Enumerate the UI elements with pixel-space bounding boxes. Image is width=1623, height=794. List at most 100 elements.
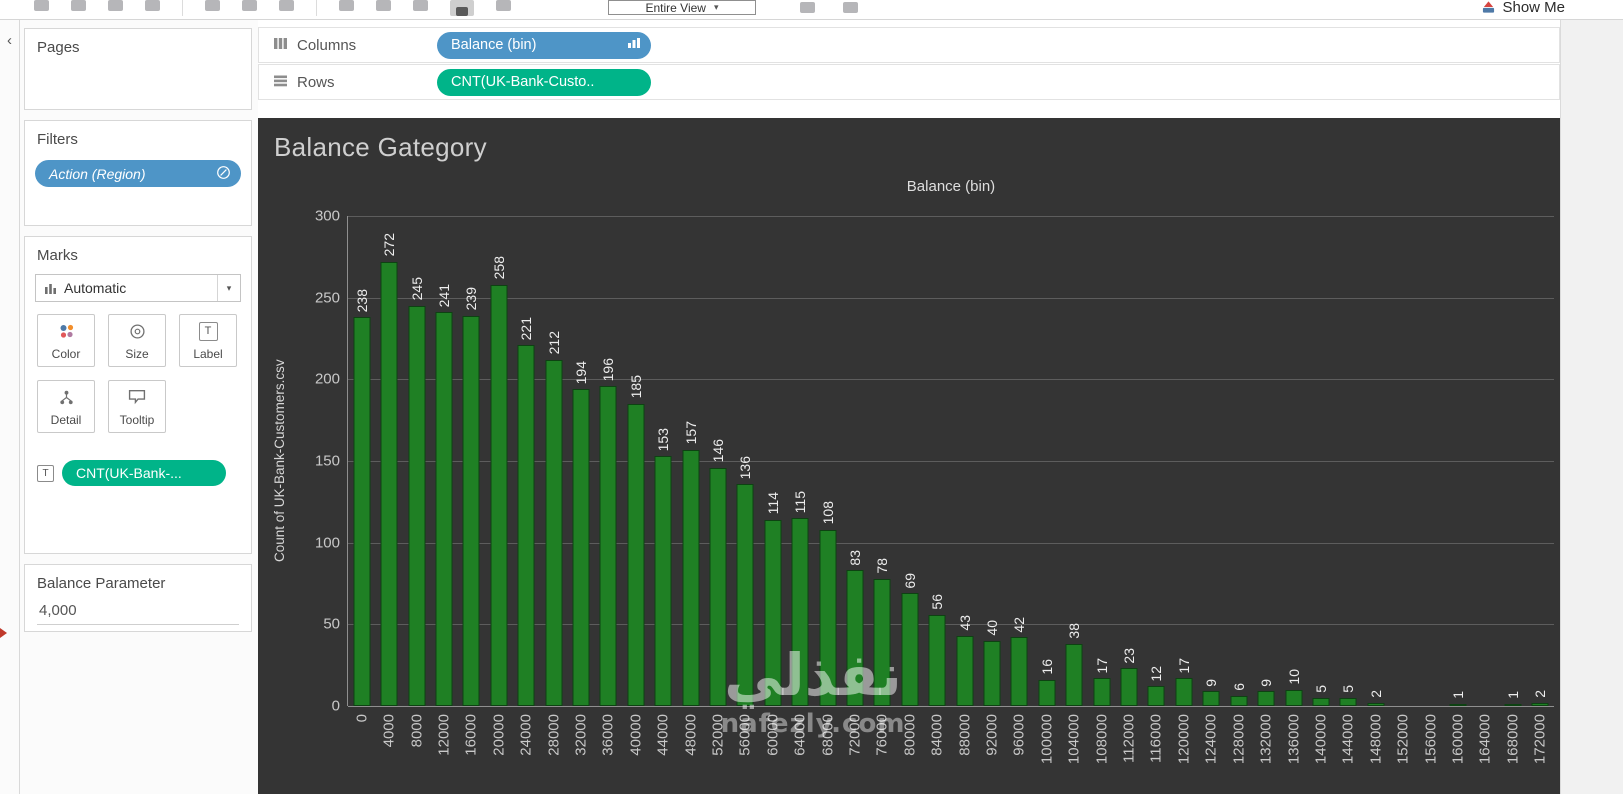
bar[interactable] bbox=[1147, 686, 1165, 706]
new-datasource-icon[interactable] bbox=[34, 0, 49, 11]
mark-type-dropdown[interactable]: Automatic ▾ bbox=[35, 274, 241, 302]
bar[interactable] bbox=[846, 570, 864, 706]
rows-shelf[interactable]: Rows CNT(UK-Bank-Custo.. bbox=[258, 64, 1560, 100]
undo-icon[interactable] bbox=[108, 0, 123, 11]
bar[interactable] bbox=[1038, 679, 1056, 706]
bar[interactable] bbox=[1065, 643, 1083, 706]
bar-value-label: 40 bbox=[984, 620, 1001, 636]
x-tick-label: 148000 bbox=[1367, 714, 1385, 765]
bar[interactable] bbox=[654, 456, 672, 706]
bar[interactable] bbox=[599, 385, 617, 706]
bar-cell: 5 bbox=[1335, 216, 1362, 706]
bar-cell: 108 bbox=[814, 216, 841, 706]
swap-axes-icon[interactable] bbox=[339, 0, 354, 11]
x-tick-cell: 72000 bbox=[841, 710, 868, 794]
x-tick-label: 72000 bbox=[846, 714, 864, 756]
sort-descending-icon[interactable] bbox=[413, 0, 428, 11]
label-button[interactable]: T Label bbox=[179, 314, 237, 367]
bar[interactable] bbox=[1531, 702, 1549, 706]
bar[interactable] bbox=[380, 261, 398, 706]
x-tick-label: 60000 bbox=[764, 714, 782, 756]
bar[interactable] bbox=[709, 467, 727, 706]
bar[interactable] bbox=[572, 389, 590, 706]
columns-pill-balance-bin[interactable]: Balance (bin) bbox=[437, 31, 651, 59]
duplicate-icon[interactable] bbox=[242, 0, 257, 11]
bar-value-label: 146 bbox=[709, 439, 726, 463]
bar[interactable] bbox=[819, 529, 837, 706]
save-icon[interactable] bbox=[71, 0, 86, 11]
pages-title: Pages bbox=[37, 39, 80, 56]
sort-ascending-icon[interactable] bbox=[376, 0, 391, 11]
bar[interactable] bbox=[353, 317, 371, 706]
detail-button[interactable]: Detail bbox=[37, 380, 95, 433]
bar[interactable] bbox=[1093, 678, 1111, 706]
x-tick-cell: 88000 bbox=[951, 710, 978, 794]
bar[interactable] bbox=[435, 312, 453, 706]
rows-pill-cnt[interactable]: CNT(UK-Bank-Custo.. bbox=[437, 68, 651, 96]
y-axis-line bbox=[347, 216, 348, 706]
bar-cell: 153 bbox=[649, 216, 676, 706]
bar[interactable] bbox=[956, 635, 974, 706]
bar[interactable] bbox=[517, 345, 535, 706]
tooltip-button[interactable]: Tooltip bbox=[108, 380, 166, 433]
bar-cell: 272 bbox=[375, 216, 402, 706]
pages-shelf[interactable]: Pages bbox=[24, 28, 252, 110]
bar[interactable] bbox=[1120, 668, 1138, 706]
bar[interactable] bbox=[1449, 704, 1467, 706]
redo-icon[interactable] bbox=[145, 0, 160, 11]
show-me-button[interactable]: Show Me bbox=[1482, 0, 1565, 17]
columns-shelf[interactable]: Columns Balance (bin) bbox=[258, 27, 1560, 63]
parameter-value-input[interactable]: 4,000 bbox=[37, 600, 239, 625]
bar[interactable] bbox=[408, 305, 426, 706]
bar[interactable] bbox=[1504, 704, 1522, 706]
y-tick-label: 250 bbox=[314, 289, 340, 307]
chart-area: Balance Gategory Balance (bin) Count of … bbox=[258, 118, 1560, 794]
bar[interactable] bbox=[901, 593, 919, 706]
bar[interactable] bbox=[545, 359, 563, 706]
new-worksheet-icon[interactable] bbox=[205, 0, 220, 11]
x-tick-label: 92000 bbox=[983, 714, 1001, 756]
columns-icon bbox=[273, 37, 288, 54]
bar[interactable] bbox=[1312, 697, 1330, 706]
x-tick-label: 140000 bbox=[1312, 714, 1330, 765]
chevron-down-icon[interactable]: ▾ bbox=[217, 275, 240, 301]
bar[interactable] bbox=[682, 449, 700, 706]
bar[interactable] bbox=[1367, 702, 1385, 706]
columns-pill-label: Balance (bin) bbox=[451, 37, 537, 53]
bar-value-label: 83 bbox=[847, 549, 864, 566]
bar-value-label: 69 bbox=[901, 572, 918, 589]
marks-pill-cnt[interactable]: CNT(UK-Bank-... bbox=[62, 460, 226, 486]
bar[interactable] bbox=[764, 519, 782, 706]
fit-selector-dropdown[interactable]: Entire View ▾ bbox=[608, 0, 756, 15]
bar[interactable] bbox=[1285, 689, 1303, 706]
bar[interactable] bbox=[1202, 691, 1220, 706]
bar-cell: 56 bbox=[924, 216, 951, 706]
bar-value-label: 114 bbox=[764, 492, 781, 515]
bar-value-label: 9 bbox=[1203, 678, 1220, 687]
bar[interactable] bbox=[736, 483, 754, 706]
bar[interactable] bbox=[1175, 678, 1193, 706]
bar[interactable] bbox=[928, 614, 946, 706]
annotation-icon[interactable] bbox=[800, 2, 815, 13]
bar[interactable] bbox=[873, 578, 891, 706]
bar[interactable] bbox=[983, 640, 1001, 706]
clear-sheet-icon[interactable] bbox=[279, 0, 294, 11]
filter-pill-action-region[interactable]: Action (Region) bbox=[35, 160, 241, 187]
bar[interactable] bbox=[791, 518, 809, 706]
color-button[interactable]: Color bbox=[37, 314, 95, 367]
fit-highlight-button[interactable] bbox=[450, 0, 474, 16]
presentation-icon[interactable] bbox=[843, 2, 858, 13]
bar[interactable] bbox=[462, 315, 480, 706]
x-tick-cell: 108000 bbox=[1088, 710, 1115, 794]
bar-cell: 194 bbox=[567, 216, 594, 706]
bar[interactable] bbox=[1230, 696, 1248, 706]
bar[interactable] bbox=[1339, 697, 1357, 706]
bar[interactable] bbox=[627, 403, 645, 706]
bar[interactable] bbox=[1010, 637, 1028, 706]
collapse-chevron-icon[interactable]: ‹ bbox=[7, 32, 12, 49]
filters-shelf[interactable]: Filters Action (Region) bbox=[24, 120, 252, 226]
highlight-icon[interactable] bbox=[496, 0, 511, 11]
bar[interactable] bbox=[490, 284, 508, 706]
size-button[interactable]: Size bbox=[108, 314, 166, 367]
bar[interactable] bbox=[1257, 691, 1275, 706]
